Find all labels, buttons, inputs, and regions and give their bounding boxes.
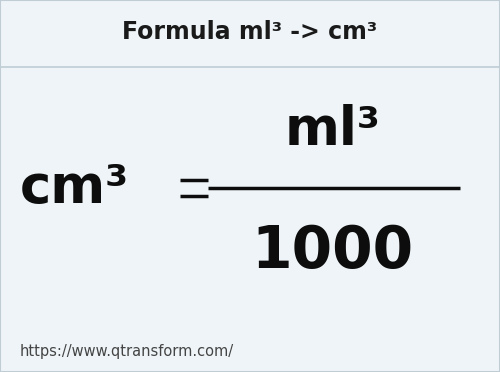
- Text: 1000: 1000: [252, 222, 414, 280]
- Text: Formula ml³ -> cm³: Formula ml³ -> cm³: [122, 20, 378, 44]
- Text: cm³: cm³: [20, 162, 129, 214]
- Text: https://www.qtransform.com/: https://www.qtransform.com/: [20, 344, 234, 359]
- Text: ml³: ml³: [284, 104, 380, 156]
- FancyBboxPatch shape: [0, 0, 500, 67]
